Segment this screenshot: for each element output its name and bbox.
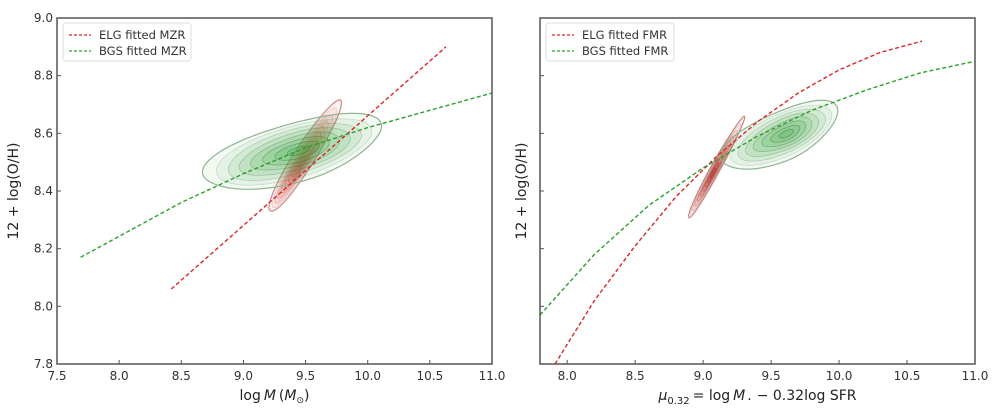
density-contour-bgs [737, 109, 826, 162]
axes-frame [539, 17, 976, 365]
legend-box [62, 22, 192, 62]
fit-line-elg-fitted-fmr [554, 40, 923, 365]
density-contour-bgs [745, 112, 819, 157]
x-axis-label-msun: M [284, 388, 296, 404]
x-axis-label-log: log [239, 388, 260, 404]
panel-fmr: 8.0 8.5 9.0 9.5 10.0 10.5 11.0 μ0.32 = log M. − 0… [514, 17, 989, 407]
x-tick-label: 9.0 [694, 369, 713, 383]
x-tick-label: 10.5 [416, 369, 443, 383]
y-tick-label: 9.0 [34, 11, 53, 25]
density-contour-elg [277, 120, 329, 199]
y-tick-label: 8.4 [34, 184, 53, 198]
y-ticks [540, 17, 544, 365]
x-axis-label-sub: 0.32 [667, 396, 689, 407]
x-tick-label: 8.0 [558, 369, 577, 383]
density-contour-elg [298, 155, 306, 168]
density-contour-elg [288, 137, 318, 183]
x-tick-label: 10.0 [826, 369, 853, 383]
legend-label: ELG fitted MZR [99, 28, 185, 42]
x-tick-label: 7.5 [47, 369, 66, 383]
density-contour-elg [268, 99, 343, 212]
x-axis-label-star: . [747, 388, 751, 404]
x-axis-label-sun: ⊙ [296, 396, 304, 406]
x-axis-label-m: M [733, 388, 745, 404]
y-tick-label: 8.2 [34, 242, 53, 256]
y-axis-label: 12 + log(O/H) [514, 143, 530, 240]
density-contour-elg [709, 167, 717, 179]
x-tick-label: 11.0 [962, 369, 989, 383]
fit-line-elg-fitted-mzr [170, 46, 447, 290]
fit-lines [80, 46, 493, 290]
x-tick-label: 10.0 [354, 369, 381, 383]
fit-lines [539, 40, 976, 365]
y-tick-label: 8.6 [34, 126, 53, 140]
x-tick-label: 9.5 [762, 369, 781, 383]
density-contour-elg [702, 150, 726, 192]
x-axis-label-eq: = log [693, 388, 731, 404]
legend: ELG fitted MZR BGS fitted MZR [62, 22, 192, 62]
y-axis-label: 12 + log(O/H) [6, 143, 22, 240]
density-contour-elg [271, 107, 338, 209]
density-layer [688, 99, 839, 219]
density-contour-bgs [752, 116, 813, 152]
x-axis-label-paren: ( [279, 388, 284, 404]
x-axis-label: μ0.32 = log M. − 0.32log SFR [657, 388, 856, 407]
y-tick-label: 8.0 [34, 299, 53, 313]
x-tick-label: 9.0 [234, 369, 253, 383]
density-contour-bgs [778, 128, 795, 139]
x-axis-label-close: ) [304, 388, 309, 404]
x-tick-label: 8.5 [626, 369, 645, 383]
density-contour-bgs [761, 120, 807, 148]
legend-label: BGS fitted FMR [582, 44, 668, 58]
density-contour-bgs [729, 104, 833, 166]
x-tick-label: 9.5 [296, 369, 315, 383]
density-contour-elg [274, 114, 334, 204]
x-axis-label-mu: μ [657, 388, 667, 404]
density-contour-bgs [201, 112, 383, 190]
density-contour-bgs [262, 136, 330, 166]
panel-mzr: 7.5 8.0 8.5 9.0 9.5 10.0 10.5 11.0 7.8 8.0 8.2 8.4… [6, 11, 505, 406]
y-tick-label: 8.8 [34, 69, 53, 83]
legend-box [545, 22, 675, 62]
legend-label: BGS fitted MZR [99, 44, 187, 58]
y-tick-label: 7.8 [34, 357, 53, 371]
fit-line-bgs-fitted-mzr [80, 92, 493, 258]
density-layer [201, 99, 383, 212]
x-axis-label-rest: − 0.32log SFR [757, 388, 857, 404]
fit-line-bgs-fitted-fmr [539, 60, 976, 316]
x-axis-label: log M (M⊙) [239, 388, 309, 406]
legend-label: ELG fitted FMR [582, 28, 667, 42]
x-axis-label-m: M [264, 388, 276, 404]
x-ticks: 7.5 8.0 8.5 9.0 9.5 10.0 10.5 11.0 [47, 360, 505, 383]
x-tick-label: 11.0 [479, 369, 506, 383]
density-contour-elg [688, 115, 746, 219]
x-tick-label: 8.0 [110, 369, 129, 383]
y-ticks: 7.8 8.0 8.2 8.4 8.6 8.8 9.0 [34, 11, 61, 371]
x-tick-label: 10.5 [894, 369, 921, 383]
x-ticks: 8.0 8.5 9.0 9.5 10.0 10.5 11.0 [558, 360, 989, 383]
x-tick-label: 8.5 [172, 369, 191, 383]
legend: ELG fitted FMR BGS fitted FMR [545, 22, 675, 62]
